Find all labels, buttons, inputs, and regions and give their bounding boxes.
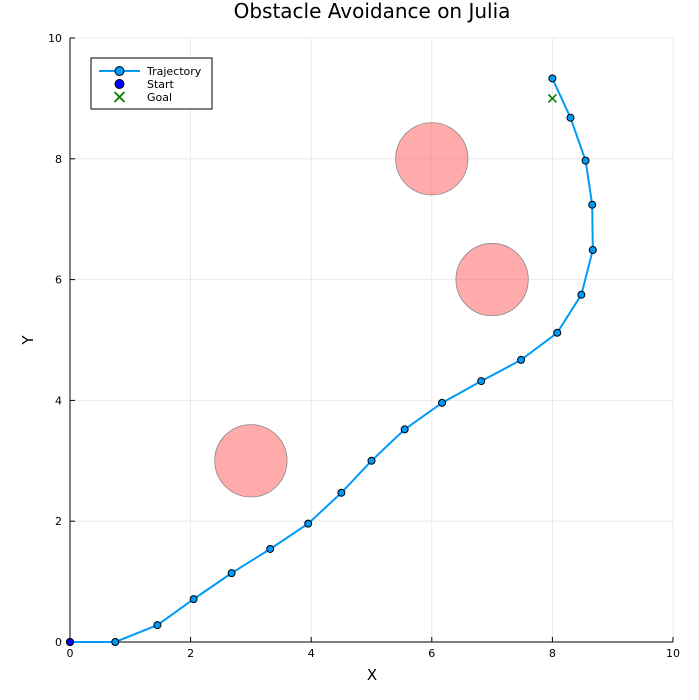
legend-start-label: Start <box>147 78 175 91</box>
x-axis-ticks: 0 2 4 6 8 10 <box>67 637 680 660</box>
trajectory-point <box>581 156 590 165</box>
y-tick-label: 0 <box>55 636 62 649</box>
trajectory-point <box>477 377 486 386</box>
obstacle-circle <box>395 122 469 196</box>
y-axis-label: Y <box>19 335 37 346</box>
legend-start-marker <box>114 79 125 89</box>
goal-point <box>547 93 557 103</box>
legend-trajectory-marker <box>114 66 125 76</box>
y-tick-label: 8 <box>55 153 62 166</box>
trajectory-point <box>553 328 562 337</box>
trajectory-point <box>400 425 409 434</box>
series <box>66 74 597 646</box>
trajectory-point <box>588 246 597 255</box>
y-tick-label: 10 <box>48 32 62 45</box>
plot-frame <box>69 38 673 643</box>
obstacle-circle <box>214 424 288 498</box>
obstacle-circle <box>455 243 529 317</box>
y-tick-label: 4 <box>55 394 62 407</box>
y-tick-label: 6 <box>55 274 62 287</box>
trajectory-point <box>577 290 586 299</box>
chart-title: Obstacle Avoidance on Julia <box>234 0 511 23</box>
start-point <box>66 638 74 646</box>
trajectory-point <box>367 456 376 465</box>
trajectory-point <box>304 519 313 528</box>
x-tick-label: 8 <box>549 647 556 660</box>
legend-goal-label: Goal <box>147 91 172 104</box>
trajectory-point <box>438 398 447 407</box>
trajectory-point <box>517 355 526 364</box>
x-tick-label: 0 <box>67 647 74 660</box>
trajectory-point <box>227 569 236 578</box>
legend-box <box>90 57 213 110</box>
trajectory-point <box>153 621 162 630</box>
trajectory-point <box>189 595 198 604</box>
y-axis-ticks: 0 2 4 6 8 10 <box>48 32 75 649</box>
obstacles <box>214 122 529 498</box>
legend-trajectory-label: Trajectory <box>146 65 202 78</box>
legend: Trajectory Start Goal <box>90 57 213 110</box>
trajectory-point <box>566 113 575 122</box>
y-tick-label: 2 <box>55 515 62 528</box>
x-tick-label: 4 <box>308 647 315 660</box>
trajectory-point <box>266 544 275 553</box>
trajectory-point <box>111 638 120 646</box>
x-tick-label: 10 <box>666 647 680 660</box>
x-axis-label: X <box>367 666 377 684</box>
x-tick-label: 6 <box>428 647 435 660</box>
grid <box>69 37 674 643</box>
trajectory-point <box>548 74 557 83</box>
x-tick-label: 2 <box>187 647 194 660</box>
trajectory-point <box>337 488 346 497</box>
trajectory-line <box>70 78 594 643</box>
legend-goal-marker <box>113 91 126 103</box>
trajectory-point <box>588 200 597 209</box>
